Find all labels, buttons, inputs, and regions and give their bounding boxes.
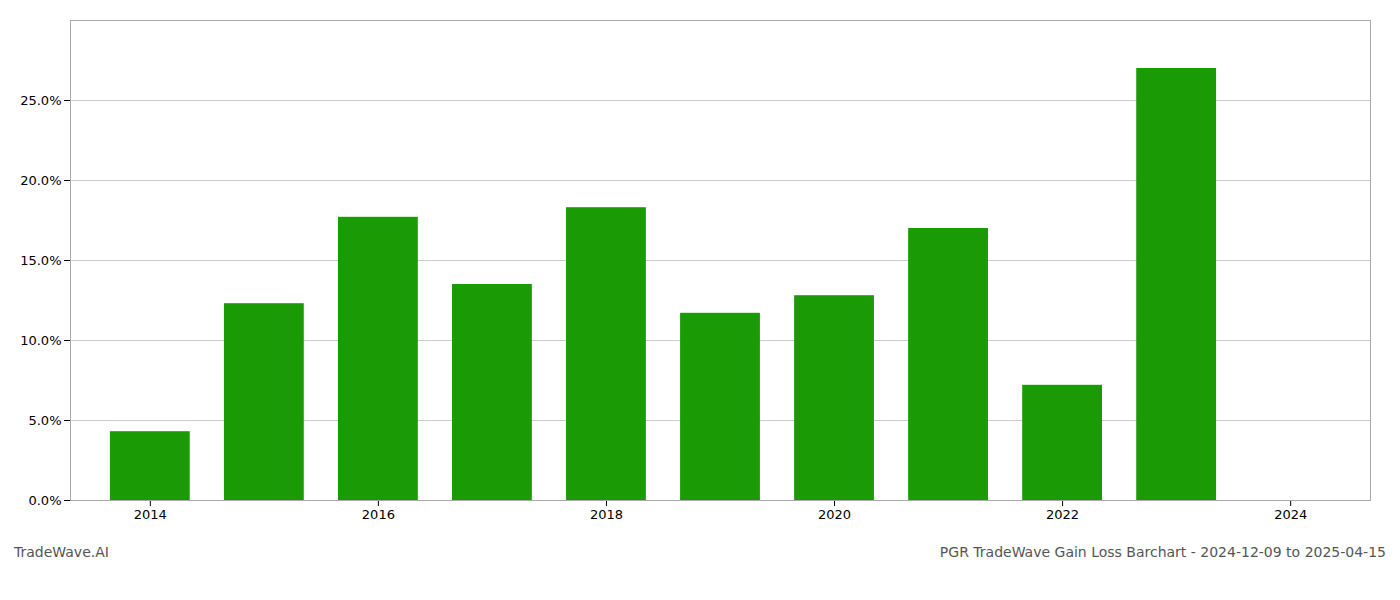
svg-text:2024: 2024 (1274, 507, 1307, 522)
svg-text:15.0%: 15.0% (20, 253, 61, 268)
svg-text:2022: 2022 (1046, 507, 1079, 522)
svg-text:5.0%: 5.0% (28, 413, 61, 428)
svg-text:2014: 2014 (134, 507, 167, 522)
svg-text:2020: 2020 (818, 507, 851, 522)
svg-text:25.0%: 25.0% (20, 93, 61, 108)
html-text:PGR TradeWave Gain Loss Barcha: PGR TradeWave Gain Loss Barchart - 2024-… (939, 544, 1386, 560)
svg-text:0.0%: 0.0% (28, 493, 61, 508)
svg-text:20.0%: 20.0% (20, 173, 61, 188)
html-text:TradeWave.AI: TradeWave.AI (14, 544, 109, 560)
svg-text:2016: 2016 (362, 507, 395, 522)
svg-text:10.0%: 10.0% (20, 333, 61, 348)
svg-text:2018: 2018 (590, 507, 623, 522)
